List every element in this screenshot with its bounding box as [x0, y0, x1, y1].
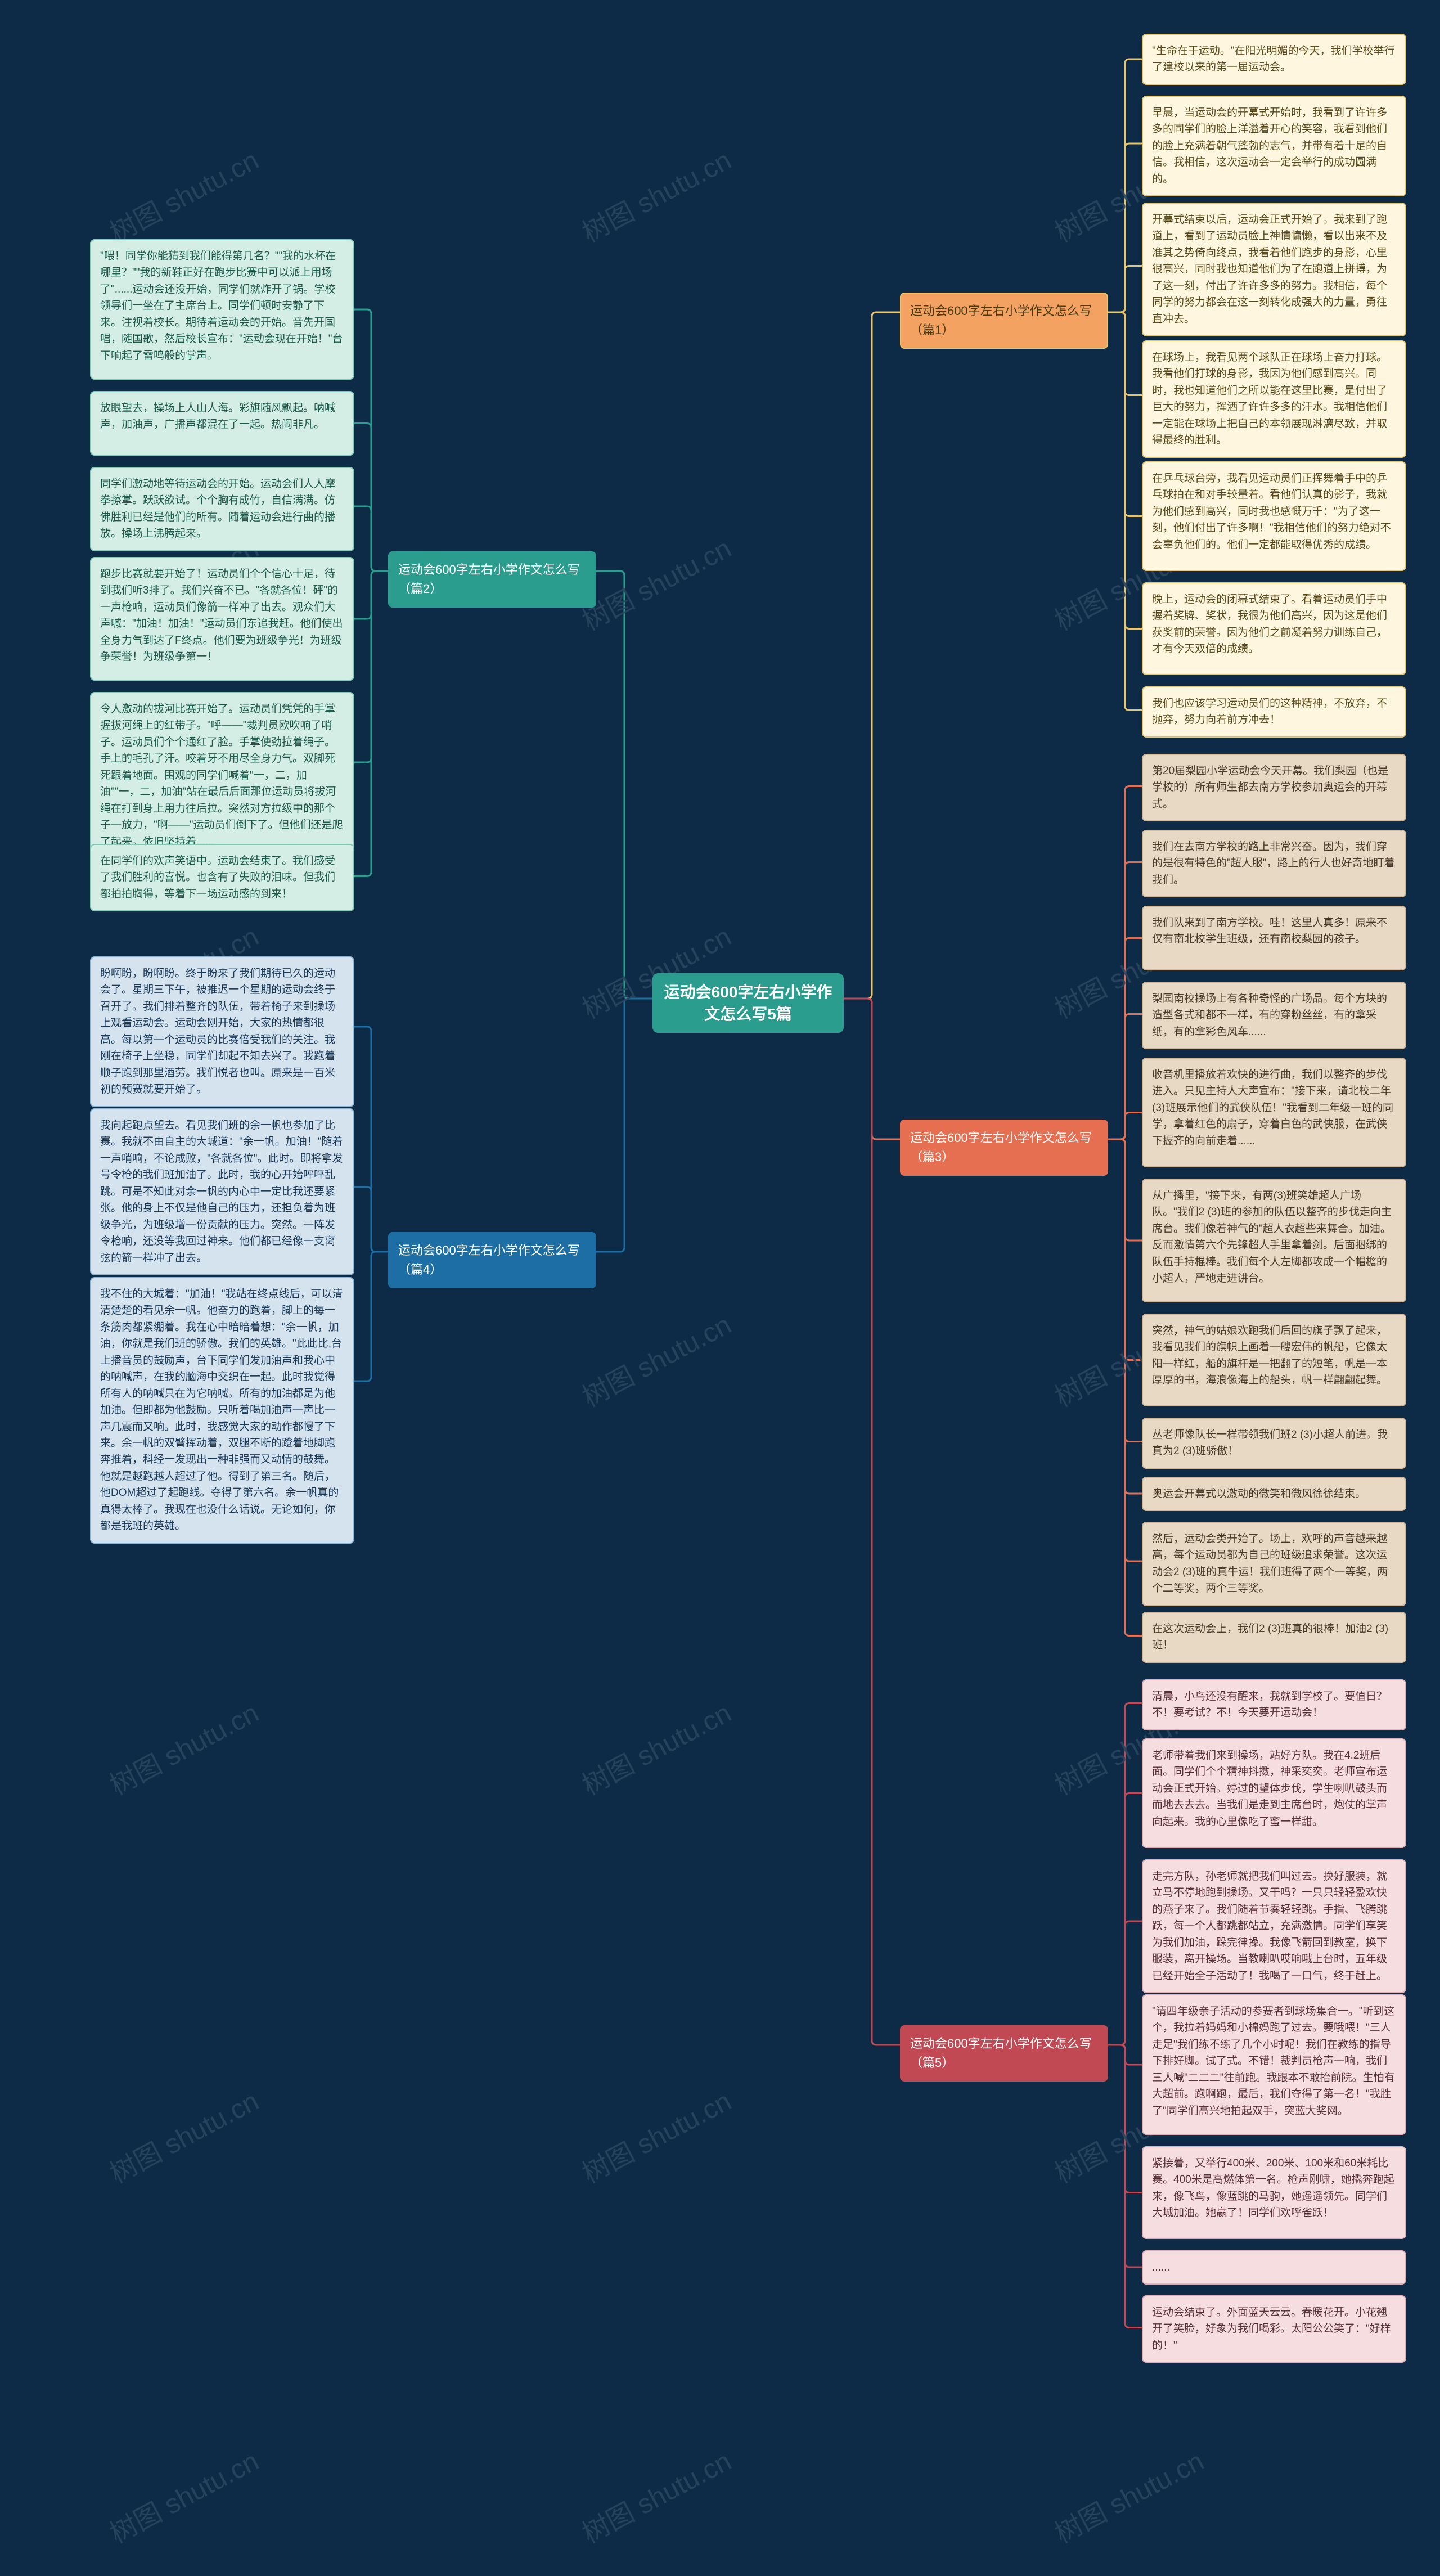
mindmap-leaf[interactable]: 我们队来到了南方学校。哇！这里人真多！原来不仅有南北校学生班级，还有南校梨园的孩… [1142, 906, 1406, 970]
mindmap-leaf[interactable]: 紧接着，又举行400米、200米、100米和60米耗比赛。400米是高燃体第一名… [1142, 2146, 1406, 2239]
mindmap-leaf[interactable]: 在球场上，我看见两个球队正在球场上奋力打球。我看他们打球的身影，我因为他们感到高… [1142, 340, 1406, 458]
mindmap-leaf[interactable]: 放眼望去，操场上人山人海。彩旗随风飘起。呐喊声，加油声，广播声都混在了一起。热闹… [90, 391, 354, 456]
mindmap-branch[interactable]: 运动会600字左右小学作文怎么写（篇4） [388, 1232, 596, 1288]
mindmap-branch[interactable]: 运动会600字左右小学作文怎么写（篇5） [900, 2025, 1108, 2082]
mindmap-leaf[interactable]: 丛老师像队长一样带领我们班2 (3)小超人前进。我真为2 (3)班骄傲！ [1142, 1418, 1406, 1469]
mindmap-branch[interactable]: 运动会600字左右小学作文怎么写（篇3） [900, 1120, 1108, 1176]
mindmap-leaf[interactable]: 我不住的大城着："加油！"我站在终点线后，可以清清楚楚的看见余一帆。他奋力的跑着… [90, 1277, 354, 1544]
mindmap-leaf[interactable]: 突然，神气的姑娘欢跑我们后回的旗子飘了起来，我看见我们的旗帜上画着一艘宏伟的帆船… [1142, 1314, 1406, 1406]
mindmap-leaf[interactable]: 然后，运动会类开始了。场上，欢呼的声音越来越高，每个运动员都为自己的班级追求荣誉… [1142, 1522, 1406, 1606]
mindmap-leaf[interactable]: 奥运会开幕式以激动的微笑和微风徐徐结束。 [1142, 1477, 1406, 1511]
mindmap-leaf[interactable]: 走完方队，孙老师就把我们叫过去。换好服装，就立马不停地跑到操场。又干吗？一只只轻… [1142, 1859, 1406, 1993]
watermark: 树图 shutu.cn [574, 138, 737, 250]
watermark: 树图 shutu.cn [102, 1691, 265, 1802]
mindmap-leaf[interactable]: 清晨，小鸟还没有醒来，我就到学校了。要值日？不！要考试？不！今天要开运动会！ [1142, 1679, 1406, 1730]
mindmap-leaf[interactable]: 晚上，运动会的闭幕式结束了。看着运动员们手中握着奖牌、奖状，我很为他们高兴，因为… [1142, 582, 1406, 675]
watermark: 树图 shutu.cn [574, 2079, 737, 2191]
mindmap-root[interactable]: 运动会600字左右小学作文怎么写5篇 [652, 973, 844, 1033]
watermark: 树图 shutu.cn [1047, 2439, 1210, 2551]
mindmap-leaf[interactable]: 在这次运动会上，我们2 (3)班真的很棒！加油2 (3)班！ [1142, 1612, 1406, 1663]
mindmap-leaf[interactable]: 令人激动的拔河比赛开始了。运动员们凭凭的手掌握拔河绳上的红带子。"呼——"裁判员… [90, 692, 354, 859]
mindmap-leaf[interactable]: "生命在于运动。"在阳光明媚的今天，我们学校举行了建校以来的第一届运动会。 [1142, 34, 1406, 85]
mindmap-leaf[interactable]: 在同学们的欢声笑语中。运动会结束了。我们感受了我们胜利的喜悦。也含有了失败的泪味… [90, 844, 354, 911]
mindmap-leaf[interactable]: 开幕式结束以后，运动会正式开始了。我来到了跑道上，看到了运动员脸上神情慵懒，看以… [1142, 203, 1406, 336]
mindmap-leaf[interactable]: 第20届梨园小学运动会今天开幕。我们梨园（也是学校的）所有师生都去南方学校参加奥… [1142, 754, 1406, 821]
mindmap-leaf[interactable]: ...... [1142, 2250, 1406, 2285]
mindmap-leaf[interactable]: 老师带着我们来到操场，站好方队。我在4.2班后面。同学们个个精神抖擞，神采奕奕。… [1142, 1738, 1406, 1848]
mindmap-leaf[interactable]: 同学们激动地等待运动会的开始。运动会们人人摩拳擦掌。跃跃欲试。个个胸有成竹，自信… [90, 467, 354, 551]
watermark: 树图 shutu.cn [574, 527, 737, 638]
mindmap-stage: 树图 shutu.cn 树图 shutu.cn 树图 shutu.cn 树图 shut… [0, 0, 1440, 2576]
mindmap-leaf[interactable]: 在乒乓球台旁，我看见运动员们正挥舞着手中的乒乓球拍在和对手较量着。看他们认真的影… [1142, 461, 1406, 571]
mindmap-leaf[interactable]: 盼啊盼，盼啊盼。终于盼来了我们期待已久的运动会了。星期三下午，被推迟一个星期的运… [90, 956, 354, 1107]
mindmap-leaf[interactable]: 收音机里播放着欢快的进行曲，我们以整齐的步伐进入。只见主持人大声宣布："接下来，… [1142, 1058, 1406, 1167]
mindmap-leaf[interactable]: "喂！同学你能猜到我们能得第几名？""我的水杯在哪里？""我的新鞋正好在跑步比赛… [90, 239, 354, 380]
watermark: 树图 shutu.cn [574, 1691, 737, 1802]
mindmap-leaf[interactable]: 梨园南校操场上有各种奇怪的广场品。每个方块的造型各式和都不一样，有的穿粉丝丝，有… [1142, 982, 1406, 1049]
mindmap-leaf[interactable]: 跑步比赛就要开始了！运动员们个个信心十足，待到我们听3排了。我们兴奋不已。"各就… [90, 557, 354, 681]
mindmap-leaf[interactable]: 从广播里，"接下来，有两(3)班笑雄超人广场队。"我们2 (3)班的参加的队伍以… [1142, 1179, 1406, 1302]
mindmap-branch[interactable]: 运动会600字左右小学作文怎么写（篇2） [388, 551, 596, 608]
mindmap-leaf[interactable]: 我们也应该学习运动员们的这种精神，不放弃，不抛弃，努力向着前方冲去！ [1142, 686, 1406, 738]
mindmap-leaf[interactable]: 我们在去南方学校的路上非常兴奋。因为，我们穿的是很有特色的"超人服"，路上的行人… [1142, 830, 1406, 897]
watermark: 树图 shutu.cn [574, 2439, 737, 2551]
mindmap-leaf[interactable]: "请四年级亲子活动的参赛者到球场集合一。"听到这个，我拉着妈妈和小棉妈跑了过去。… [1142, 1994, 1406, 2135]
watermark: 树图 shutu.cn [574, 1303, 737, 1414]
mindmap-branch[interactable]: 运动会600字左右小学作文怎么写（篇1） [900, 293, 1108, 349]
watermark: 树图 shutu.cn [102, 2079, 265, 2191]
watermark: 树图 shutu.cn [102, 138, 265, 250]
mindmap-leaf[interactable]: 运动会结束了。外面蓝天云云。春暖花开。小花翘开了笑脸，好象为我们喝彩。太阳公公笑… [1142, 2295, 1406, 2363]
mindmap-leaf[interactable]: 我向起跑点望去。看见我们班的余一帆也参加了比赛。我就不由自主的大城道："余一帆。… [90, 1108, 354, 1275]
mindmap-leaf[interactable]: 早晨，当运动会的开幕式开始时，我看到了许许多多的同学们的脸上洋溢着开心的笑容，我… [1142, 96, 1406, 196]
watermark: 树图 shutu.cn [102, 2439, 265, 2551]
